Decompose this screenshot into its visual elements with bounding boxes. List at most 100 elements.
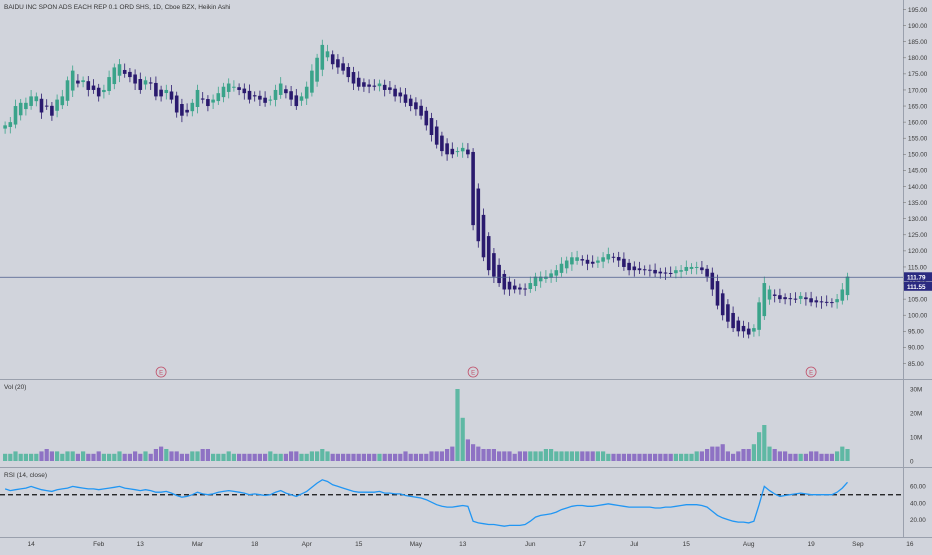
candle[interactable] (91, 79, 96, 94)
candle[interactable] (86, 76, 91, 97)
volume-bar[interactable] (528, 451, 533, 461)
candle-body[interactable] (299, 96, 304, 101)
candle-body[interactable] (746, 328, 751, 335)
candle-body[interactable] (174, 95, 179, 113)
candle-body[interactable] (731, 312, 735, 329)
candle[interactable] (122, 63, 127, 78)
volume-bar[interactable] (465, 439, 470, 461)
volume-bar[interactable] (159, 446, 164, 461)
candle-body[interactable] (533, 276, 538, 287)
candle[interactable] (263, 91, 267, 107)
candle-body[interactable] (91, 85, 96, 90)
candle[interactable] (580, 255, 585, 266)
candle-body[interactable] (538, 276, 543, 282)
candle[interactable] (830, 298, 834, 308)
candle[interactable] (8, 116, 13, 134)
candle-body[interactable] (39, 98, 44, 113)
volume-bar[interactable] (429, 451, 434, 461)
candle[interactable] (819, 296, 824, 309)
candle[interactable] (476, 183, 481, 248)
candle[interactable] (762, 276, 767, 320)
candle-body[interactable] (715, 281, 720, 306)
candle[interactable] (481, 208, 486, 262)
candle[interactable] (180, 98, 184, 123)
volume-bar[interactable] (221, 453, 226, 461)
candle-body[interactable] (388, 87, 392, 90)
candle-body[interactable] (263, 97, 267, 103)
candle-body[interactable] (720, 293, 725, 316)
candle-body[interactable] (44, 105, 49, 107)
candle-body[interactable] (70, 70, 75, 91)
candle-body[interactable] (138, 79, 143, 90)
candle-body[interactable] (471, 151, 475, 226)
candle-body[interactable] (772, 294, 777, 296)
candle[interactable] (268, 95, 273, 106)
volume-bar[interactable] (169, 451, 174, 461)
volume-bar[interactable] (75, 453, 80, 461)
volume-bar[interactable] (60, 453, 65, 461)
volume-bar[interactable] (153, 449, 158, 461)
candle[interactable] (252, 91, 257, 102)
candle[interactable] (403, 88, 408, 107)
candle[interactable] (55, 94, 59, 118)
candle[interactable] (512, 279, 517, 294)
volume-bar[interactable] (829, 453, 834, 461)
candle[interactable] (622, 252, 626, 271)
candle-body[interactable] (518, 287, 522, 290)
candle-body[interactable] (554, 270, 559, 276)
volume-bar[interactable] (335, 453, 340, 461)
candle[interactable] (336, 54, 340, 74)
candle-body[interactable] (341, 63, 345, 71)
candle-body[interactable] (627, 262, 631, 271)
candle-body[interactable] (752, 328, 756, 332)
volume-bar[interactable] (533, 451, 538, 461)
candle-body[interactable] (606, 254, 611, 260)
candle[interactable] (684, 260, 689, 275)
candle-body[interactable] (637, 268, 642, 271)
candle[interactable] (611, 252, 616, 263)
candle-body[interactable] (55, 99, 59, 111)
candle[interactable] (440, 131, 444, 157)
candle-body[interactable] (393, 88, 397, 97)
candle[interactable] (206, 95, 210, 112)
candle[interactable] (39, 93, 44, 119)
volume-bar[interactable] (273, 453, 278, 461)
volume-bar[interactable] (315, 451, 320, 461)
volume-bar[interactable] (543, 449, 548, 461)
volume-bar[interactable] (179, 453, 184, 461)
candle-body[interactable] (824, 301, 829, 303)
candle-body[interactable] (544, 276, 548, 279)
volume-bar[interactable] (512, 453, 517, 461)
volume-bar[interactable] (367, 453, 372, 461)
volume-bar[interactable] (715, 446, 720, 461)
candle-body[interactable] (762, 283, 767, 317)
candle[interactable] (96, 83, 101, 102)
candle-body[interactable] (206, 99, 210, 107)
candle[interactable] (351, 66, 356, 90)
candle[interactable] (497, 258, 501, 287)
candle[interactable] (50, 101, 54, 121)
candle[interactable] (471, 148, 475, 231)
candle-body[interactable] (315, 57, 319, 82)
candle[interactable] (590, 255, 595, 268)
volume-bar[interactable] (798, 453, 803, 461)
candle[interactable] (824, 295, 829, 307)
candle-body[interactable] (325, 51, 330, 58)
candle-body[interactable] (362, 82, 366, 87)
candle[interactable] (554, 265, 559, 283)
candle-body[interactable] (414, 102, 418, 110)
candle-body[interactable] (570, 257, 574, 265)
candle[interactable] (424, 106, 429, 131)
candle[interactable] (169, 85, 174, 104)
candle[interactable] (325, 44, 330, 62)
candle-body[interactable] (585, 259, 590, 264)
candle-body[interactable] (601, 257, 605, 262)
candle[interactable] (767, 285, 772, 305)
candle[interactable] (112, 63, 117, 90)
candle-body[interactable] (221, 86, 226, 98)
volume-bar[interactable] (788, 453, 793, 461)
candle[interactable] (746, 322, 751, 339)
candle-body[interactable] (294, 95, 299, 107)
candle-body[interactable] (29, 96, 33, 106)
volume-bar[interactable] (751, 444, 756, 461)
